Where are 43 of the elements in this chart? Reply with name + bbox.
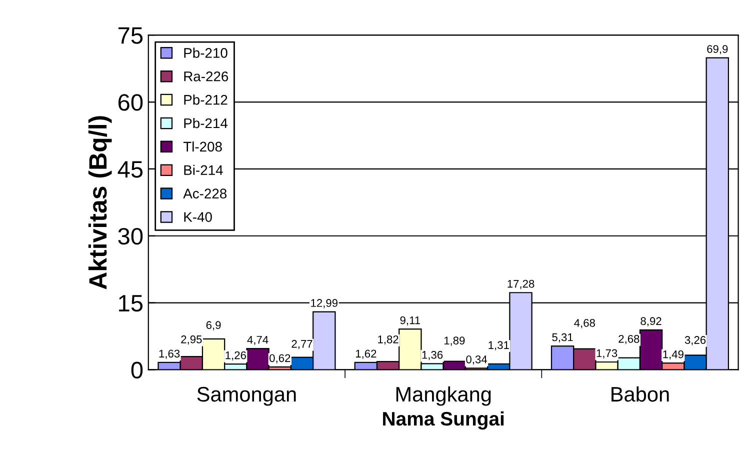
- legend-label: Tl-208: [183, 141, 222, 152]
- y-tick-label: 15: [119, 295, 143, 312]
- data-label: 1,26: [226, 351, 246, 361]
- data-label: 4,74: [247, 336, 268, 346]
- data-label: 1,73: [596, 349, 618, 358]
- data-label: 1,36: [422, 350, 443, 360]
- x-tick-label: Samongan: [197, 386, 296, 406]
- data-label: 1,31: [488, 341, 509, 350]
- data-label: 1,49: [663, 350, 684, 360]
- data-label: 1,62: [356, 350, 376, 359]
- legend-label: Ra-226: [184, 71, 228, 82]
- y-tick-label: 0: [131, 362, 143, 379]
- legend-label: Pb-212: [184, 94, 228, 105]
- legend-label: Bi-214: [184, 164, 223, 175]
- y-tick-label: 60: [118, 94, 143, 111]
- data-label: 0,34: [466, 355, 488, 365]
- y-tick-label: 45: [118, 161, 143, 178]
- data-label: 12,99: [311, 299, 338, 308]
- x-tick-label: Babon: [612, 386, 669, 402]
- data-label: 5,31: [552, 333, 573, 342]
- data-label: 0,62: [270, 354, 290, 364]
- data-label: 3,26: [684, 336, 706, 346]
- legend-label: Ac-228: [183, 188, 227, 198]
- data-label: 1,82: [378, 335, 398, 345]
- data-label: 2,77: [292, 340, 312, 350]
- y-tick-label: 30: [118, 228, 143, 245]
- data-label: 9,11: [400, 316, 420, 326]
- data-label: 6,9: [206, 321, 221, 330]
- data-label: 2,95: [181, 335, 202, 345]
- data-label: 2,68: [618, 334, 640, 344]
- y-tick-label: 75: [118, 27, 143, 44]
- y-axis-title: Aktivitas (Bq/l): [88, 116, 112, 290]
- data-label: 1,89: [444, 336, 465, 346]
- x-tick-label: Mangkang: [396, 386, 491, 406]
- legend-label: Pb-214: [184, 118, 228, 128]
- legend-label: Pb-210: [184, 48, 228, 58]
- legend-label: K-40: [184, 212, 212, 222]
- data-label: 8,92: [640, 317, 662, 326]
- x-axis-title: Nama Sungai: [383, 411, 504, 430]
- data-label: 69,9: [707, 45, 728, 54]
- data-label: 1,63: [159, 350, 180, 359]
- data-label: 4,68: [574, 319, 596, 328]
- data-label: 17,28: [508, 280, 534, 290]
